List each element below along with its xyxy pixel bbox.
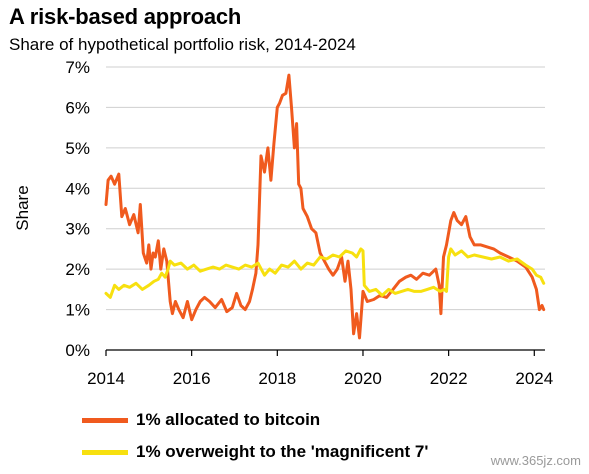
legend-swatch-magnificent-7 xyxy=(82,449,128,455)
x-tick-labels: 2014 2016 2018 2020 2022 2024 xyxy=(87,350,553,388)
x-tick-label: 2018 xyxy=(258,369,296,388)
chart-title: A risk-based approach xyxy=(9,4,242,29)
x-tick-label: 2020 xyxy=(344,369,382,388)
grid-lines xyxy=(106,66,545,351)
y-tick-label: 2% xyxy=(65,260,90,279)
y-tick-label: 5% xyxy=(65,139,90,158)
y-tick-label: 4% xyxy=(65,179,90,198)
legend-label-bitcoin: 1% allocated to bitcoin xyxy=(136,410,321,429)
x-tick-label: 2024 xyxy=(515,369,553,388)
series-lines xyxy=(104,73,546,340)
y-tick-label: 3% xyxy=(65,220,90,239)
legend: 1% allocated to bitcoin 1% overweight to… xyxy=(82,404,428,468)
y-tick-labels: 0% 1% 2% 3% 4% 5% 6% 7% xyxy=(65,58,90,360)
legend-swatch-bitcoin xyxy=(82,417,128,423)
watermark: www.365jz.com xyxy=(490,453,581,468)
y-tick-label: 6% xyxy=(65,98,90,117)
legend-item-bitcoin: 1% allocated to bitcoin xyxy=(82,404,428,436)
y-tick-label: 1% xyxy=(65,301,90,320)
x-tick-label: 2016 xyxy=(173,369,211,388)
series-line-1 xyxy=(104,247,546,299)
legend-item-magnificent-7: 1% overweight to the 'magnificent 7' xyxy=(82,436,428,468)
chart-subtitle: Share of hypothetical portfolio risk, 20… xyxy=(9,35,356,54)
series-line-0 xyxy=(104,73,546,340)
y-tick-label: 7% xyxy=(65,58,90,77)
y-tick-label: 0% xyxy=(65,341,90,360)
y-axis-label: Share xyxy=(13,185,32,230)
x-tick-label: 2022 xyxy=(430,369,468,388)
legend-label-magnificent-7: 1% overweight to the 'magnificent 7' xyxy=(136,442,429,461)
x-tick-label: 2014 xyxy=(87,369,125,388)
line-chart: 0% 1% 2% 3% 4% 5% 6% 7% 2014 2016 2018 2020 2022 202… xyxy=(13,58,553,388)
